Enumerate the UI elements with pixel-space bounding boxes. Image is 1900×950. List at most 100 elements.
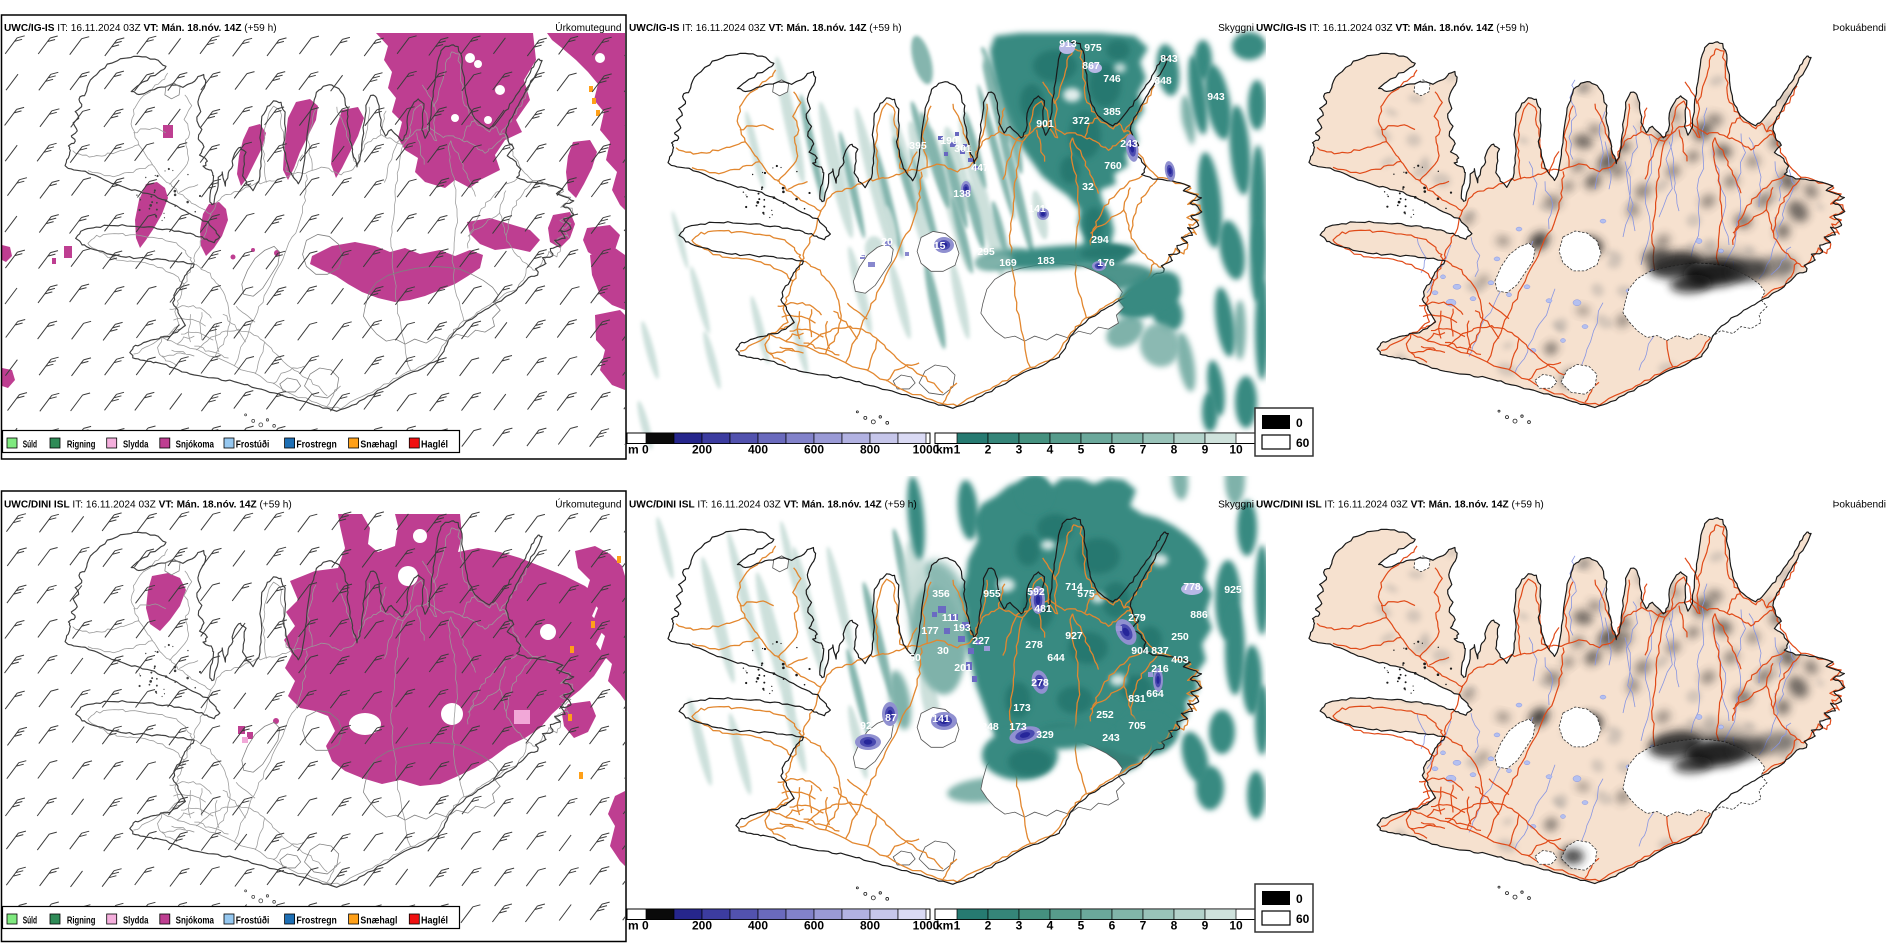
svg-text:403: 403 <box>1171 654 1189 666</box>
svg-text:294: 294 <box>1091 234 1109 246</box>
svg-text:5: 5 <box>1078 443 1085 457</box>
svg-text:248: 248 <box>981 721 999 733</box>
svg-text:278: 278 <box>1025 639 1043 651</box>
svg-text:Snæhagl: Snæhagl <box>360 915 397 927</box>
svg-text:644: 644 <box>1047 652 1065 664</box>
svg-text:Súld: Súld <box>23 915 37 927</box>
svg-text:60: 60 <box>1296 912 1310 926</box>
svg-text:7: 7 <box>1140 919 1147 933</box>
svg-text:831: 831 <box>1128 693 1146 705</box>
svg-text:20: 20 <box>881 236 893 248</box>
svg-text:3: 3 <box>1016 443 1023 457</box>
svg-text:2: 2 <box>985 919 992 933</box>
svg-text:592: 592 <box>1027 586 1045 598</box>
svg-text:Rigning: Rigning <box>67 439 96 451</box>
svg-text:843: 843 <box>1160 53 1178 65</box>
svg-text:481: 481 <box>1034 603 1052 615</box>
svg-text:925: 925 <box>1224 584 1242 596</box>
svg-text:Snjókoma: Snjókoma <box>176 439 215 451</box>
svg-text:193: 193 <box>953 622 971 634</box>
svg-text:Súld: Súld <box>23 439 37 451</box>
svg-text:385: 385 <box>1103 106 1121 118</box>
svg-text:0: 0 <box>642 443 649 457</box>
svg-text:6: 6 <box>1109 919 1116 933</box>
svg-text:201: 201 <box>954 662 972 674</box>
svg-text:177: 177 <box>921 625 939 637</box>
svg-text:800: 800 <box>860 443 880 457</box>
svg-text:200: 200 <box>692 919 712 933</box>
svg-text:Frostúði: Frostúði <box>236 915 270 927</box>
svg-text:Frostregn: Frostregn <box>296 915 336 927</box>
svg-text:279: 279 <box>1128 612 1146 624</box>
svg-text:Frostregn: Frostregn <box>296 439 336 451</box>
svg-text:60: 60 <box>1296 436 1310 450</box>
svg-text:575: 575 <box>1077 588 1095 600</box>
svg-text:243: 243 <box>1102 732 1120 744</box>
svg-text:138: 138 <box>953 188 971 200</box>
svg-text:746: 746 <box>1103 73 1121 85</box>
svg-text:356: 356 <box>932 588 950 600</box>
svg-text:10: 10 <box>1229 443 1243 457</box>
svg-text:Slydda: Slydda <box>123 915 149 927</box>
svg-text:Rigning: Rigning <box>67 915 96 927</box>
svg-text:2: 2 <box>985 443 992 457</box>
svg-text:50: 50 <box>909 652 921 664</box>
svg-text:0: 0 <box>1296 892 1303 906</box>
svg-text:400: 400 <box>748 443 768 457</box>
svg-text:227: 227 <box>972 635 990 647</box>
svg-text:Frostúði: Frostúði <box>236 439 270 451</box>
svg-text:372: 372 <box>1072 115 1090 127</box>
svg-text:1: 1 <box>954 443 961 457</box>
svg-text:7: 7 <box>1140 443 1147 457</box>
svg-text:Skyggni: Skyggni <box>1218 500 1254 511</box>
svg-text:927: 927 <box>1065 630 1083 642</box>
svg-text:447: 447 <box>971 162 989 174</box>
svg-text:115: 115 <box>929 240 946 252</box>
svg-text:873: 873 <box>1204 693 1222 705</box>
svg-text:1000: 1000 <box>913 443 940 457</box>
svg-text:Haglél: Haglél <box>421 915 448 927</box>
svg-text:329: 329 <box>1036 729 1054 741</box>
svg-text:1: 1 <box>954 919 961 933</box>
svg-text:216: 216 <box>1151 663 1169 675</box>
svg-text:km: km <box>936 919 953 933</box>
svg-text:111: 111 <box>942 612 959 624</box>
svg-text:9: 9 <box>1202 919 1209 933</box>
svg-text:955: 955 <box>983 588 1001 600</box>
svg-text:395: 395 <box>909 140 927 152</box>
svg-text:800: 800 <box>860 919 880 933</box>
svg-text:128: 128 <box>1152 182 1170 194</box>
svg-text:0: 0 <box>642 919 649 933</box>
svg-text:m: m <box>628 919 639 933</box>
svg-text:243: 243 <box>1120 138 1138 150</box>
svg-text:1000: 1000 <box>913 919 940 933</box>
svg-text:Skyggni: Skyggni <box>1218 23 1254 34</box>
svg-text:10: 10 <box>1229 919 1243 933</box>
svg-text:664: 664 <box>1146 688 1164 700</box>
svg-text:173: 173 <box>1013 702 1031 714</box>
svg-text:8: 8 <box>1171 443 1178 457</box>
svg-text:6: 6 <box>1109 443 1116 457</box>
svg-text:Snæhagl: Snæhagl <box>360 439 397 451</box>
svg-text:9: 9 <box>1202 443 1209 457</box>
svg-text:760: 760 <box>1104 160 1122 172</box>
svg-text:190: 190 <box>940 135 958 147</box>
svg-text:837: 837 <box>1151 645 1169 657</box>
svg-text:975: 975 <box>1084 42 1102 54</box>
svg-text:92: 92 <box>860 720 872 732</box>
svg-text:867: 867 <box>1082 60 1100 72</box>
svg-text:600: 600 <box>804 443 824 457</box>
svg-text:Haglél: Haglél <box>421 439 448 451</box>
svg-text:141: 141 <box>932 713 950 725</box>
svg-text:m: m <box>628 443 639 457</box>
svg-text:301: 301 <box>954 143 972 155</box>
svg-text:278: 278 <box>1031 677 1049 689</box>
svg-text:901: 901 <box>1036 118 1054 130</box>
svg-text:8: 8 <box>1171 919 1178 933</box>
svg-text:UWC/DINI ISL IT: 16.11.2024 03: UWC/DINI ISL IT: 16.11.2024 03Z VT: Mán.… <box>4 500 292 511</box>
svg-text:Þokuábendi: Þokuábendi <box>1833 500 1886 511</box>
svg-text:295: 295 <box>977 246 995 258</box>
svg-text:250: 250 <box>1171 631 1189 643</box>
svg-text:141: 141 <box>1028 203 1046 215</box>
svg-text:3: 3 <box>1016 919 1023 933</box>
